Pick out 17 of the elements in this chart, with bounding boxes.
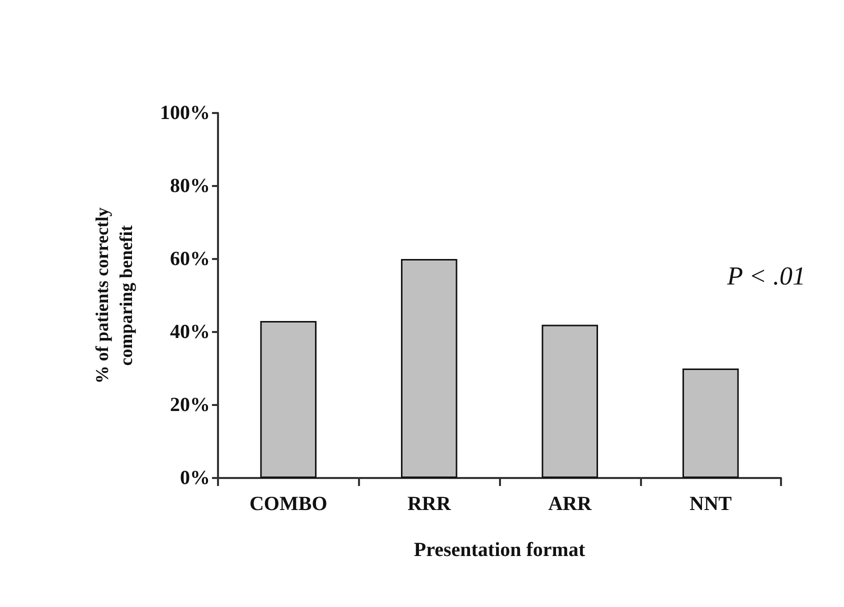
x-tick-label: COMBO <box>249 493 328 515</box>
x-tick-label: ARR <box>548 493 592 515</box>
annotation: P < .01 <box>726 262 806 290</box>
x-tick-label: RRR <box>407 493 452 515</box>
y-tick-label: 80% <box>170 175 210 197</box>
y-tick-label: 20% <box>170 394 210 416</box>
y-tick-label: 0% <box>180 467 210 489</box>
y-tick-label: 40% <box>170 321 210 343</box>
bar <box>542 324 598 478</box>
bar <box>260 321 317 478</box>
y-tick-label: 100% <box>160 102 210 124</box>
y-axis-title: % of patients correctly comparing benefit <box>92 207 136 384</box>
bar <box>400 259 458 478</box>
x-tick-label: NNT <box>690 493 732 515</box>
y-tick-label: 60% <box>170 248 210 270</box>
x-axis-title: Presentation format <box>414 539 586 561</box>
bar <box>682 368 739 478</box>
